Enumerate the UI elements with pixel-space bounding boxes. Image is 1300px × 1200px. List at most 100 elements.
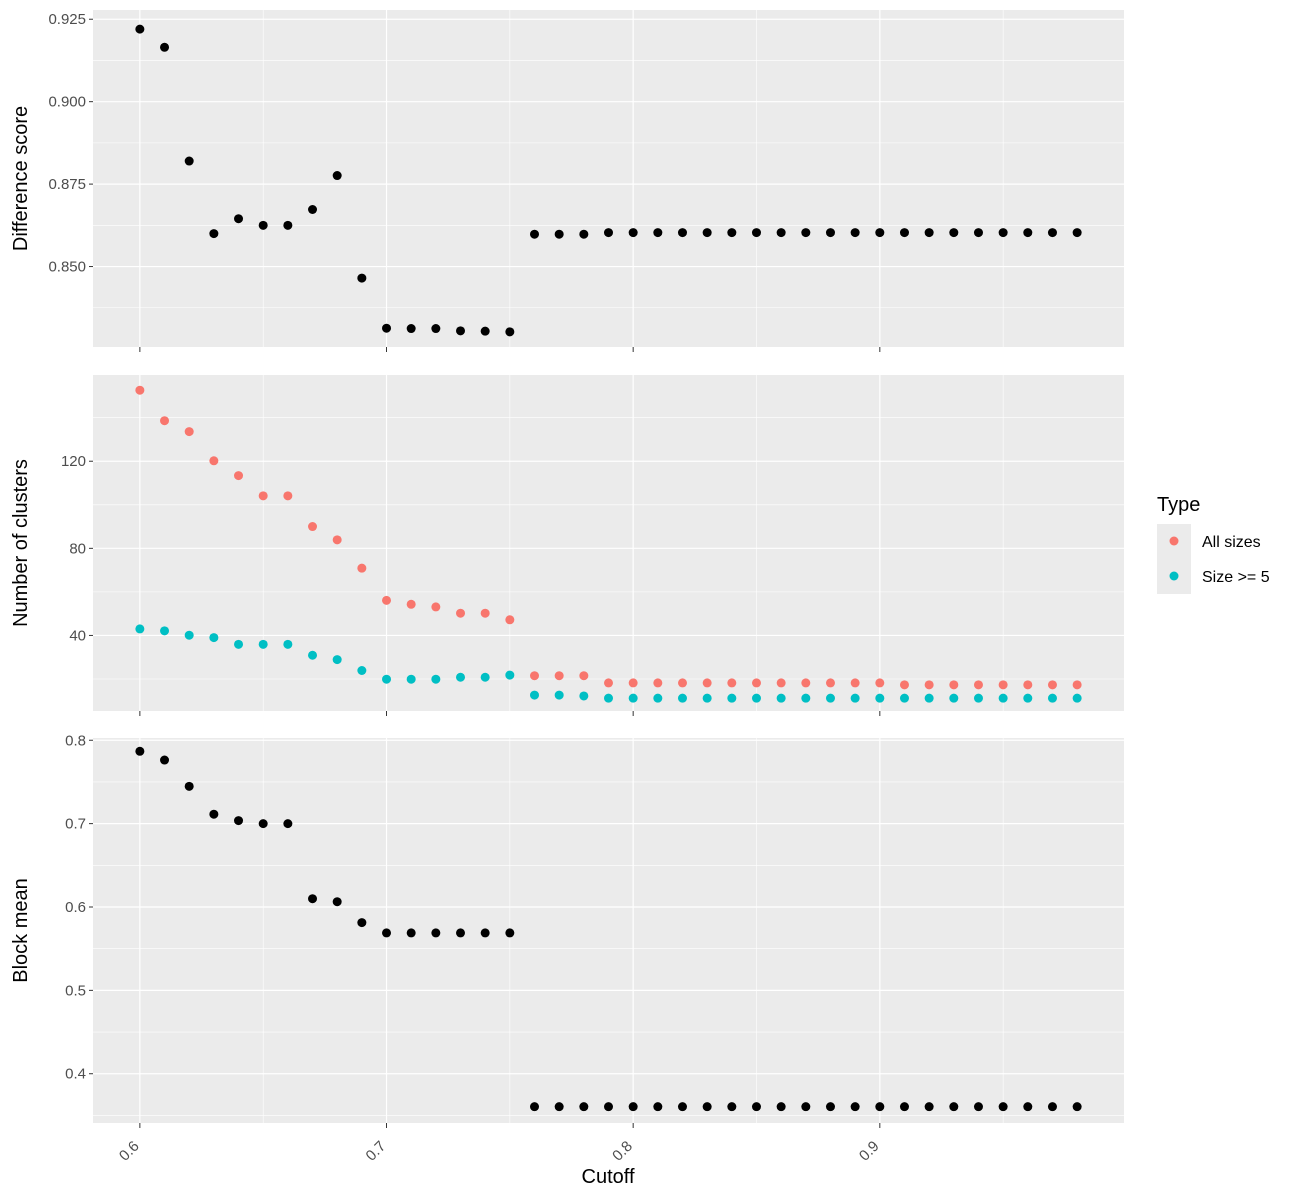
- data-point: [406, 674, 416, 684]
- data-point: [382, 323, 392, 333]
- data-point: [850, 693, 860, 703]
- data-point: [1072, 1102, 1082, 1112]
- y-tick-label: 0.4: [65, 1066, 86, 1083]
- series-1: [135, 24, 1082, 337]
- data-point: [258, 639, 268, 649]
- data-point: [702, 1102, 712, 1112]
- data-point: [505, 928, 515, 938]
- data-point: [751, 228, 761, 238]
- data-point: [456, 928, 466, 938]
- data-point: [850, 228, 860, 238]
- data-point: [357, 563, 367, 573]
- data-point: [160, 42, 170, 52]
- data-point: [776, 228, 786, 238]
- data-point: [209, 456, 219, 466]
- data-point: [184, 156, 194, 166]
- legend-title: Type: [1157, 494, 1200, 516]
- data-point: [998, 680, 1008, 690]
- data-point: [234, 214, 244, 224]
- data-point: [776, 678, 786, 688]
- data-point: [209, 633, 219, 643]
- data-point: [505, 327, 515, 337]
- data-point: [160, 755, 170, 765]
- data-point: [308, 650, 318, 660]
- data-point: [554, 671, 564, 681]
- series-2: [135, 624, 1082, 703]
- data-point: [283, 220, 293, 230]
- data-point: [801, 1102, 811, 1112]
- data-point: [530, 1102, 540, 1112]
- data-point: [554, 690, 564, 700]
- data-point: [554, 1102, 564, 1112]
- data-point: [135, 385, 145, 395]
- data-point: [184, 427, 194, 437]
- series-1: [135, 385, 1082, 690]
- data-point: [1047, 680, 1057, 690]
- data-point: [924, 1102, 934, 1112]
- data-point: [653, 678, 663, 688]
- data-point: [382, 595, 392, 605]
- data-point: [456, 608, 466, 618]
- data-point: [456, 326, 466, 336]
- legend-key-all-sizes: [1169, 536, 1179, 546]
- data-point: [727, 1102, 737, 1112]
- data-point: [899, 228, 909, 238]
- data-point: [949, 1102, 959, 1112]
- data-point: [1047, 693, 1057, 703]
- y-tick-label: 0.7: [65, 816, 86, 833]
- data-point: [825, 693, 835, 703]
- y-axis-title: Number of clusters: [10, 459, 32, 627]
- data-point: [1072, 228, 1082, 238]
- data-point: [653, 1102, 663, 1112]
- data-point: [258, 491, 268, 501]
- data-point: [727, 693, 737, 703]
- y-tick-label: 0.875: [48, 176, 86, 193]
- data-point: [579, 1102, 589, 1112]
- data-point: [653, 693, 663, 703]
- data-point: [283, 819, 293, 829]
- data-point: [998, 228, 1008, 238]
- data-point: [973, 680, 983, 690]
- data-point: [899, 680, 909, 690]
- data-point: [530, 690, 540, 700]
- data-point: [135, 24, 145, 34]
- data-point: [554, 229, 564, 239]
- data-point: [1023, 228, 1033, 238]
- data-point: [973, 693, 983, 703]
- legend: Type All sizes Size >= 5: [1157, 494, 1270, 594]
- data-point: [160, 626, 170, 636]
- data-point: [283, 491, 293, 501]
- data-point: [480, 326, 490, 336]
- data-point: [628, 678, 638, 688]
- data-point: [899, 1102, 909, 1112]
- data-point: [406, 599, 416, 609]
- data-point: [431, 324, 441, 334]
- data-point: [949, 693, 959, 703]
- legend-key-size-ge-5: [1169, 571, 1179, 581]
- data-point: [998, 1102, 1008, 1112]
- legend-key-background: [1157, 524, 1191, 594]
- data-point: [751, 678, 761, 688]
- y-tick-label: 0.850: [48, 259, 86, 276]
- data-point: [480, 928, 490, 938]
- data-point: [357, 273, 367, 283]
- data-point: [924, 228, 934, 238]
- data-point: [357, 918, 367, 928]
- data-point: [160, 416, 170, 426]
- data-point: [382, 928, 392, 938]
- data-point: [579, 671, 589, 681]
- data-point: [530, 229, 540, 239]
- data-point: [579, 229, 589, 239]
- legend-label-all-sizes: All sizes: [1202, 534, 1261, 551]
- data-point: [653, 228, 663, 238]
- data-point: [801, 228, 811, 238]
- data-point: [505, 615, 515, 625]
- data-point: [801, 678, 811, 688]
- data-point: [949, 228, 959, 238]
- data-point: [899, 693, 909, 703]
- data-point: [308, 894, 318, 904]
- data-point: [825, 678, 835, 688]
- data-point: [727, 228, 737, 238]
- y-tick-label: 0.925: [48, 11, 86, 28]
- data-point: [973, 228, 983, 238]
